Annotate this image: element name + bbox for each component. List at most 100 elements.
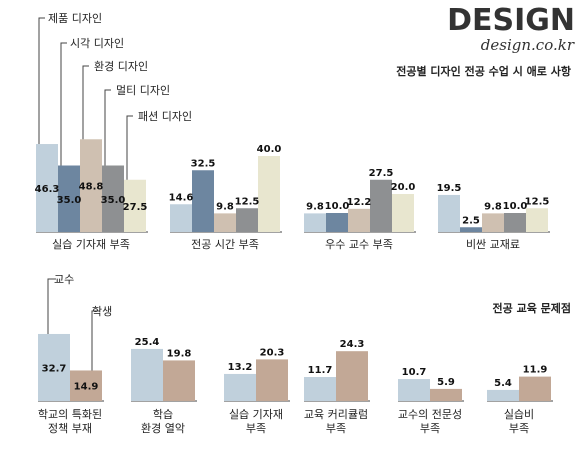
category-label-line: 교수의 전문성 — [398, 408, 462, 421]
bar-b-6-1 — [487, 389, 519, 401]
bar-1-2 — [58, 165, 80, 232]
value-label-b-6-1: 5.4 — [494, 378, 512, 389]
value-label-2-5: 40.0 — [257, 144, 282, 155]
bar-b-5-1 — [398, 379, 430, 401]
legend-label-1: 제품 디자인 — [48, 12, 102, 25]
legend-leader-5 — [126, 115, 133, 180]
value-label-3-2: 10.0 — [325, 201, 350, 212]
legend-label-b-2: 학생 — [92, 305, 112, 318]
value-label-b-1-2: 14.9 — [74, 382, 99, 393]
category-label-b-4: 교육 커리큘럼 부족 — [304, 408, 368, 435]
chart-1-svg: 46.314.69.819.535.032.510.02.548.89.8 12.… — [35, 12, 550, 251]
value-label-3-5: 20.0 — [391, 182, 416, 193]
category-label-4: 비싼 교재료 — [466, 238, 520, 251]
chart2-title: 전공 교육 문제점 — [492, 302, 572, 315]
category-label-line: 부족 — [326, 422, 346, 435]
value-label-b-2-1: 25.4 — [135, 337, 160, 348]
legend-leader-b-2 — [91, 310, 100, 371]
bar-3-5 — [392, 194, 414, 232]
bar-2-1 — [170, 204, 192, 232]
category-label-line: 학습 — [153, 408, 173, 421]
value-label-2-3: 9.8 — [216, 201, 234, 212]
category-label-1: 실습 기자재 부족 — [52, 238, 130, 251]
bar-3-3 — [348, 208, 370, 232]
brand-logo: DESIGN — [447, 3, 575, 38]
bar-1-1 — [36, 144, 58, 232]
value-label-3-3: 12.2 — [347, 197, 372, 208]
category-label-2: 전공 시간 부족 — [191, 238, 259, 251]
legend-leader-b-1 — [47, 278, 56, 334]
category-label-line: 부족 — [246, 422, 266, 435]
value-label-4-1: 19.5 — [437, 183, 462, 194]
value-label-b-5-1: 10.7 — [402, 367, 427, 378]
bar-2-5 — [258, 156, 280, 232]
value-label-b-4-2: 24.3 — [340, 339, 365, 350]
bar-b-3-2 — [256, 359, 288, 401]
legend-label-3: 환경 디자인 — [94, 60, 148, 73]
value-label-b-3-1: 13.2 — [228, 362, 253, 373]
brand-url: design.co.kr — [480, 36, 574, 54]
bar-b-3-1 — [224, 373, 256, 401]
value-label-2-1: 14.6 — [169, 192, 194, 203]
chart1-title: 전공별 디자인 전공 수업 시 애로 사항 — [396, 65, 571, 78]
category-label-b-3: 실습 기자재 부족 — [229, 408, 283, 435]
value-label-4-4: 10.0 — [503, 201, 528, 212]
legend-label-b-1: 교수 — [54, 273, 74, 286]
value-label-3-1: 9.8 — [306, 201, 324, 212]
legend-label-5: 패션 디자인 — [138, 110, 192, 123]
bar-3-1 — [304, 213, 326, 232]
value-label-1-4: 35.0 — [101, 195, 126, 206]
chart-2-svg: 32.7 25.4 13.2 11.7 10.7 5.4 14.9 19.8 20.3 24.3 5… — [38, 273, 553, 435]
bar-3-2 — [326, 213, 348, 232]
value-label-4-5: 12.5 — [525, 196, 550, 207]
bar-2-3 — [214, 213, 236, 232]
value-label-2-4: 12.5 — [235, 196, 260, 207]
value-label-3-4: 27.5 — [369, 168, 394, 179]
bar-b-1-2 — [70, 370, 102, 401]
category-label-b-6: 실습비 부족 — [504, 408, 534, 435]
category-label-b-1: 학교의 특화된 정책 부재 — [38, 408, 102, 435]
category-label-line: 교육 커리큘럼 — [304, 408, 368, 421]
bar-b-4-2 — [336, 351, 368, 401]
bar-4-2 — [460, 227, 482, 232]
category-label-b-2: 학습 환경 열악 — [141, 408, 185, 435]
legend-leader-3 — [82, 65, 89, 140]
category-label-line: 학교의 특화된 — [38, 408, 102, 421]
bar-4-1 — [438, 194, 460, 232]
bar-1-5 — [124, 179, 146, 232]
category-label-b-5: 교수의 전문성 부족 — [398, 408, 462, 435]
value-label-b-6-2: 11.9 — [523, 365, 548, 376]
value-label-b-4-1: 11.7 — [308, 365, 333, 376]
value-label-1-3: 48.8 — [79, 182, 104, 193]
value-label-b-3-2: 20.3 — [260, 347, 285, 358]
bar-b-6-2 — [519, 376, 551, 401]
value-label-2-2: 32.5 — [191, 158, 216, 169]
value-label-4-3: 9.8 — [484, 201, 502, 212]
value-label-b-1-1: 32.7 — [42, 363, 67, 374]
value-label-1-2: 35.0 — [57, 195, 82, 206]
value-label-b-2-2: 19.8 — [167, 348, 192, 359]
legend-leader-1 — [38, 17, 45, 145]
bar-2-2 — [192, 170, 214, 232]
bar-1-4 — [102, 165, 124, 232]
value-label-1-1: 46.3 — [35, 184, 60, 195]
bar-4-4 — [504, 213, 526, 232]
bar-4-3 — [482, 213, 504, 232]
bar-b-5-2 — [430, 388, 462, 401]
value-label-4-2: 2.5 — [462, 215, 480, 226]
value-label-b-5-2: 5.9 — [437, 377, 455, 388]
category-label-line: 환경 열악 — [141, 422, 185, 435]
category-label-3: 우수 교수 부족 — [325, 238, 393, 251]
bar-2-4 — [236, 208, 258, 232]
bar-1-3 — [80, 139, 102, 232]
value-label-1-5: 27.5 — [123, 202, 148, 213]
category-label-line: 실습비 — [504, 408, 534, 421]
legend-label-4: 멀티 디자인 — [116, 84, 170, 97]
bar-4-5 — [526, 208, 548, 232]
category-label-line: 부족 — [420, 422, 440, 435]
legend-leader-4 — [104, 89, 111, 166]
category-label-line: 부족 — [509, 422, 529, 435]
bar-b-4-1 — [304, 377, 336, 401]
bar-b-2-2 — [163, 360, 195, 401]
